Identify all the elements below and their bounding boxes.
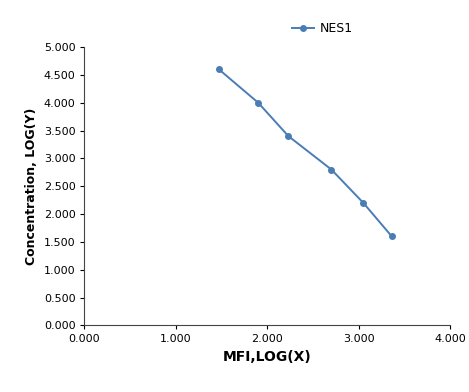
Legend: NES1: NES1 <box>287 17 357 40</box>
NES1 <box>328 167 334 172</box>
NES1 <box>216 67 222 72</box>
NES1 <box>286 134 291 138</box>
X-axis label: MFI,LOG(X): MFI,LOG(X) <box>223 350 312 364</box>
Y-axis label: Concentration, LOG(Y): Concentration, LOG(Y) <box>25 107 38 265</box>
NES1 <box>389 234 394 239</box>
NES1 <box>255 100 261 105</box>
Line: NES1: NES1 <box>216 67 394 239</box>
NES1 <box>361 201 366 205</box>
